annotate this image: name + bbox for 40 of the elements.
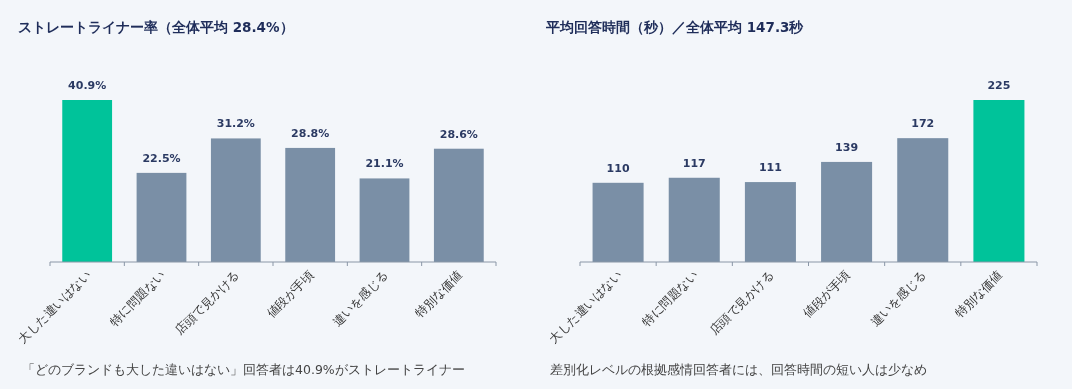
data-label: 111 [758, 161, 782, 175]
x-tick-label: 違いを感じる [329, 268, 391, 330]
bar [897, 138, 949, 262]
data-label: 110 [606, 161, 630, 175]
text: 差別化レベルの根拠感情回答者には、回答時間の短い人は少なめ [550, 362, 927, 377]
x-tick-label: 特に問題ない [106, 268, 168, 330]
x-tick-label: 大した違いはない [15, 268, 94, 346]
bar [210, 138, 261, 262]
chart-title: 平均回答時間（秒）／全体平均 147.3秒 [545, 19, 805, 35]
x-tick-label: 特別な価値 [952, 268, 1006, 321]
data-label: 28.8% [291, 126, 330, 140]
data-label: 22.5% [142, 151, 181, 165]
x-tick-label: 違いを感じる [868, 268, 929, 330]
x-tick-label: 値段が手頃 [800, 268, 853, 321]
data-label: 139 [835, 140, 859, 154]
bar [285, 147, 336, 262]
data-label: 172 [911, 117, 935, 131]
bar [668, 177, 720, 262]
x-tick-label: 大した違いはない [546, 268, 625, 346]
chart-title: ストレートライナー率（全体平均 28.4%） [18, 19, 294, 35]
x-tick-label: 特に問題ない [639, 268, 701, 330]
x-tick-label: 店頭で見かける [707, 268, 777, 338]
bar [592, 182, 644, 262]
data-label: 40.9% [68, 79, 107, 92]
data-label: 31.2% [216, 117, 255, 131]
data-label: 21.1% [365, 157, 404, 171]
data-label: 225 [987, 79, 1011, 92]
x-tick-label: 値段が手頃 [263, 268, 317, 321]
bar [973, 100, 1025, 262]
bar [359, 178, 410, 262]
text: 「どのブランドも大した違いはない」回答者は40.9%がストレートライナー [22, 362, 465, 377]
data-label: 28.6% [439, 127, 478, 141]
bar [744, 182, 796, 262]
data-label: 117 [682, 156, 706, 170]
bar [62, 100, 113, 262]
bar [821, 161, 873, 262]
bar [136, 172, 187, 262]
x-tick-label: 特別な価値 [412, 268, 465, 321]
x-tick-label: 店頭で見かける [172, 268, 242, 338]
bar [433, 148, 484, 262]
